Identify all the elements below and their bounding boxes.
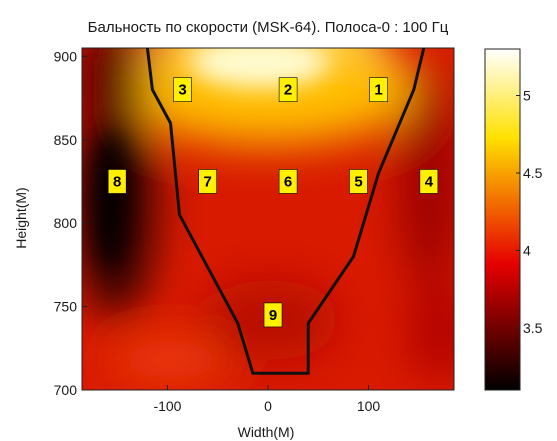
marker-box [369, 77, 388, 103]
y-tick-label: 850 [54, 132, 78, 148]
marker-4: 4 [419, 169, 439, 194]
marker-6: 6 [278, 169, 298, 194]
marker-box [173, 77, 192, 103]
marker-7: 7 [198, 169, 217, 194]
heatmap-field [82, 48, 454, 390]
y-axis: 700 750 800 850 900 [54, 48, 87, 398]
marker-1: 1 [369, 77, 388, 103]
x-tick-label: -100 [153, 398, 181, 414]
x-axis-label: Width(M) [238, 424, 295, 440]
y-axis-label: Height(M) [13, 187, 29, 248]
colorbar [484, 48, 521, 391]
colorbar-ticks: 3.5 4 4.5 5 [516, 88, 543, 336]
marker-label: 3 [178, 82, 186, 99]
marker-label: 6 [284, 173, 292, 190]
marker-box [263, 302, 283, 328]
x-tick-label: 0 [264, 398, 272, 414]
colorbar-tick-label: 4.5 [523, 165, 543, 181]
y-tick-label: 800 [54, 215, 78, 231]
marker-label: 1 [374, 82, 382, 99]
marker-box [349, 169, 368, 194]
x-axis: -100 0 100 [153, 385, 380, 414]
marker-label: 8 [113, 173, 121, 190]
marker-box [198, 169, 217, 194]
marker-8: 8 [107, 169, 127, 194]
marker-label: 2 [284, 82, 292, 99]
marker-9: 9 [263, 302, 283, 328]
marker-box [278, 169, 298, 194]
x-tick-label: 100 [357, 398, 381, 414]
y-tick-label: 700 [54, 382, 78, 398]
marker-box [107, 169, 127, 194]
colorbar-tick-label: 3.5 [523, 320, 543, 336]
y-tick-label: 750 [54, 299, 78, 315]
marker-3: 3 [173, 77, 192, 103]
colorbar-tick-label: 4 [523, 243, 531, 259]
marker-5: 5 [349, 169, 368, 194]
marker-label: 4 [425, 173, 434, 190]
marker-2: 2 [278, 77, 298, 103]
marker-box [278, 77, 298, 103]
colorbar-tick-label: 5 [523, 88, 531, 104]
marker-label: 5 [354, 173, 362, 190]
chart-title: Бальность по скорости (MSK-64). Полоса-0… [88, 19, 449, 36]
marker-box [419, 169, 439, 194]
marker-label: 9 [269, 307, 277, 324]
boundary-line [145, 48, 426, 375]
marker-label: 7 [204, 173, 212, 190]
y-tick-label: 900 [54, 48, 78, 64]
boundary-layer [145, 48, 426, 375]
marker-layer: 1 2 3 4 5 6 7 8 9 [107, 77, 439, 328]
